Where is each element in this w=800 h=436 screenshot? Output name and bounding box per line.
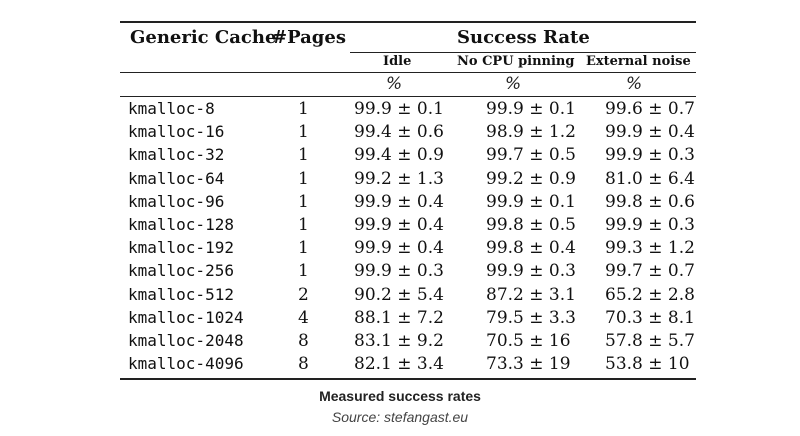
cell-pages: 1 xyxy=(298,215,309,235)
header-success-rate: Success Rate xyxy=(457,27,590,48)
cell-idle: 83.1 ± 9.2 xyxy=(354,331,444,351)
cell-idle: 99.9 ± 0.1 xyxy=(354,99,444,119)
cell-idle: 88.1 ± 7.2 xyxy=(354,307,444,328)
cell-pages: 1 xyxy=(298,238,309,259)
cell-external-noise: 99.9 ± 0.3 xyxy=(605,145,695,166)
cell-no-cpu-pinning: 99.9 ± 0.3 xyxy=(486,261,576,282)
cell-cache: kmalloc-192 xyxy=(128,238,234,258)
cell-pages: 1 xyxy=(298,145,309,166)
cell-pages: 1 xyxy=(298,168,309,189)
success-rate-underline xyxy=(350,52,696,53)
cell-external-noise: 53.8 ± 10 xyxy=(605,354,690,375)
header-generic-cache: Generic Cache xyxy=(130,27,277,48)
cell-cache: kmalloc-2048 xyxy=(128,331,244,350)
cell-idle: 99.2 ± 1.3 xyxy=(354,168,444,189)
cell-pages: 4 xyxy=(298,307,309,328)
cell-cache: kmalloc-32 xyxy=(128,145,225,165)
cell-no-cpu-pinning: 99.8 ± 0.5 xyxy=(486,215,576,235)
cell-pages: 2 xyxy=(298,284,309,305)
cell-external-noise: 70.3 ± 8.1 xyxy=(605,307,695,328)
cell-external-noise: 99.8 ± 0.6 xyxy=(605,191,695,212)
unit-external-noise: % xyxy=(626,74,643,94)
cell-no-cpu-pinning: 79.5 ± 3.3 xyxy=(486,307,576,328)
caption-title: Measured success rates xyxy=(319,388,481,404)
cell-cache: kmalloc-512 xyxy=(128,284,234,304)
cell-cache: kmalloc-1024 xyxy=(128,307,244,327)
bottom-rule xyxy=(120,378,696,380)
cell-no-cpu-pinning: 99.8 ± 0.4 xyxy=(486,238,576,259)
cell-external-noise: 99.7 ± 0.7 xyxy=(605,261,695,282)
units-rule xyxy=(120,96,696,97)
cell-external-noise: 99.9 ± 0.3 xyxy=(605,215,695,235)
cell-no-cpu-pinning: 99.9 ± 0.1 xyxy=(486,99,576,119)
top-rule xyxy=(120,21,696,23)
header-external-noise: External noise xyxy=(586,54,691,69)
cell-pages: 1 xyxy=(298,191,309,212)
cell-external-noise: 99.9 ± 0.4 xyxy=(605,122,695,143)
cell-pages: 1 xyxy=(298,122,309,143)
cell-cache: kmalloc-4096 xyxy=(128,354,244,374)
cell-idle: 90.2 ± 5.4 xyxy=(354,284,444,305)
caption-source: Source: stefangast.eu xyxy=(331,409,469,425)
cell-idle: 99.4 ± 0.9 xyxy=(354,145,444,166)
cell-idle: 99.9 ± 0.3 xyxy=(354,261,444,282)
cell-idle: 99.4 ± 0.6 xyxy=(354,122,444,143)
cell-external-noise: 99.3 ± 1.2 xyxy=(605,238,695,259)
unit-idle: % xyxy=(386,74,403,94)
cell-external-noise: 81.0 ± 6.4 xyxy=(605,168,695,189)
cell-no-cpu-pinning: 70.5 ± 16 xyxy=(486,331,571,351)
cell-pages: 8 xyxy=(298,354,309,375)
cell-no-cpu-pinning: 87.2 ± 3.1 xyxy=(486,284,576,305)
cell-cache: kmalloc-16 xyxy=(128,122,225,142)
cell-cache: kmalloc-96 xyxy=(128,191,225,211)
cell-cache: kmalloc-64 xyxy=(128,168,225,188)
cell-pages: 1 xyxy=(298,261,309,282)
cell-pages: 8 xyxy=(298,331,309,351)
cell-no-cpu-pinning: 99.9 ± 0.1 xyxy=(486,191,576,212)
header-no-cpu-pinning: No CPU pinning xyxy=(457,54,575,69)
cell-no-cpu-pinning: 98.9 ± 1.2 xyxy=(486,122,576,143)
cell-no-cpu-pinning: 99.7 ± 0.5 xyxy=(486,145,576,166)
cell-external-noise: 99.6 ± 0.7 xyxy=(605,99,695,119)
cell-external-noise: 57.8 ± 5.7 xyxy=(605,331,695,351)
cell-cache: kmalloc-256 xyxy=(128,261,234,281)
cell-idle: 99.9 ± 0.4 xyxy=(354,238,444,259)
unit-no-cpu-pinning: % xyxy=(505,74,522,94)
header-pages: #Pages xyxy=(272,27,346,48)
cell-no-cpu-pinning: 73.3 ± 19 xyxy=(486,354,571,375)
cell-cache: kmalloc-8 xyxy=(128,99,215,118)
cell-external-noise: 65.2 ± 2.8 xyxy=(605,284,695,305)
cell-idle: 82.1 ± 3.4 xyxy=(354,354,444,375)
cell-no-cpu-pinning: 99.2 ± 0.9 xyxy=(486,168,576,189)
cell-idle: 99.9 ± 0.4 xyxy=(354,191,444,212)
header-idle: Idle xyxy=(383,54,412,69)
cell-cache: kmalloc-128 xyxy=(128,215,234,234)
cell-idle: 99.9 ± 0.4 xyxy=(354,215,444,235)
header-rule xyxy=(120,72,696,73)
cell-pages: 1 xyxy=(298,99,309,119)
